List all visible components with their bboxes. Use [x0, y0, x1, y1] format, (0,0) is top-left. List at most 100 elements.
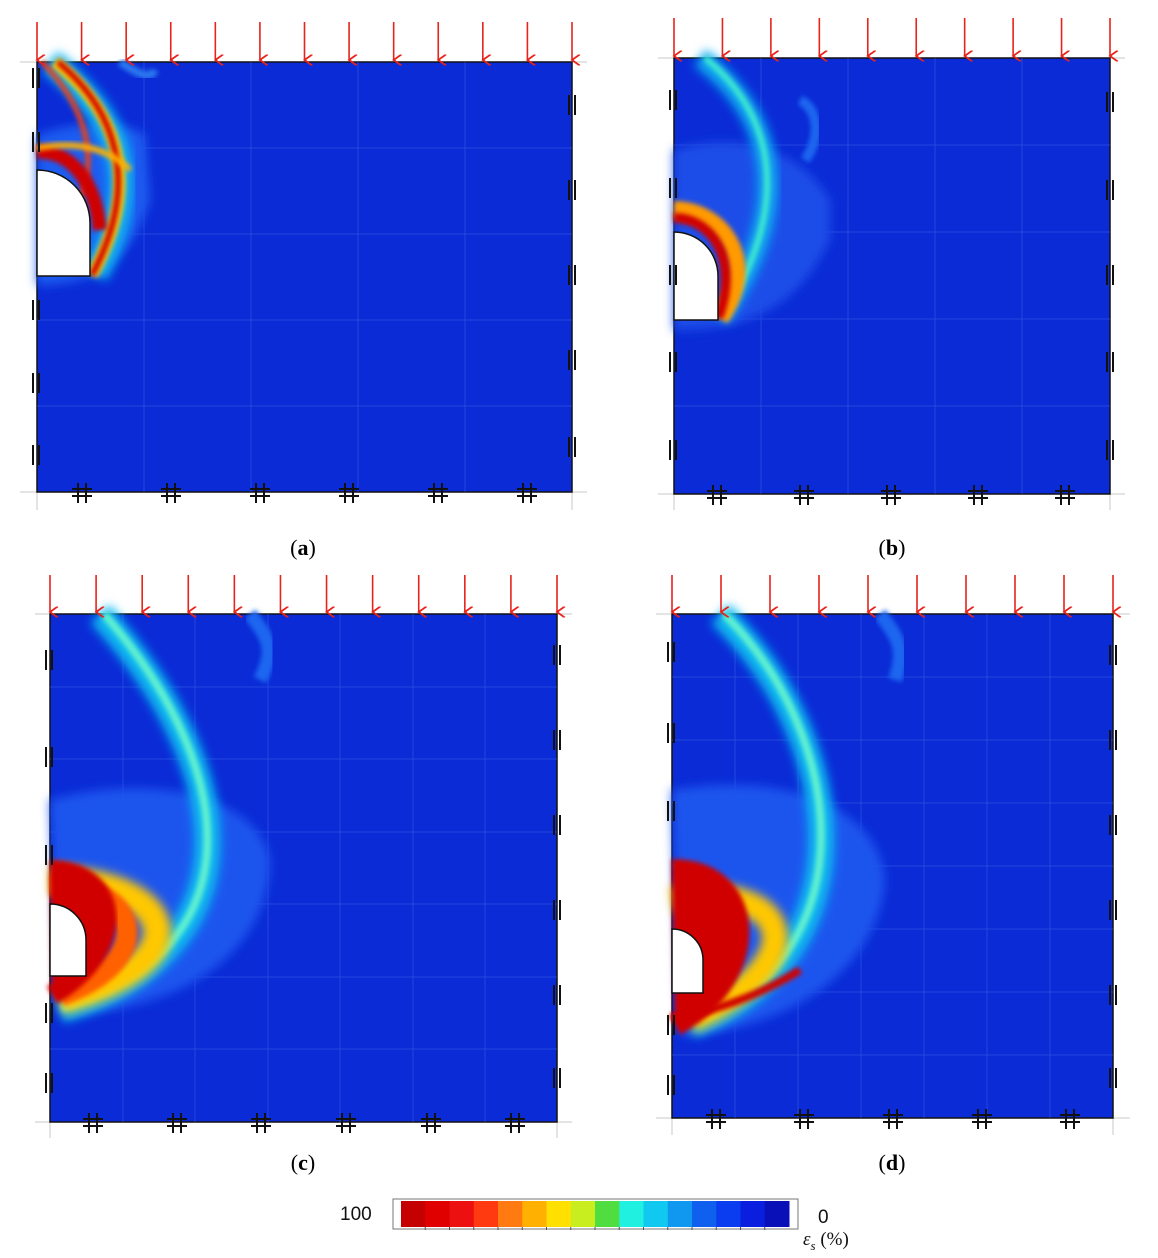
roller-support	[568, 95, 576, 115]
pin-support	[968, 485, 988, 505]
pin-support	[339, 483, 359, 503]
colorbar-swatch	[449, 1201, 475, 1227]
roller-support	[45, 1003, 53, 1023]
colorbar-max-label: 100	[340, 1204, 372, 1225]
panel-a-tunnel	[36, 169, 91, 277]
roller-support	[45, 747, 53, 767]
colorbar-swatch	[546, 1201, 572, 1227]
pin-support	[794, 1109, 814, 1129]
roller-support	[667, 1015, 675, 1035]
colorbar-swatch	[498, 1201, 523, 1227]
panel-a-bottom-supports	[72, 483, 537, 503]
roller-support	[669, 352, 677, 372]
colorbar-swatch	[764, 1201, 790, 1227]
roller-support	[32, 445, 40, 465]
colorbar-swatch	[716, 1201, 741, 1227]
panel-b-tunnel	[673, 231, 719, 321]
roller-support	[669, 90, 677, 110]
colorbar	[392, 1198, 799, 1230]
roller-support	[45, 845, 53, 865]
colorbar-swatch	[643, 1201, 669, 1227]
pin-support	[250, 483, 270, 503]
colorbar-min-label: 0	[818, 1207, 829, 1228]
roller-support	[1109, 730, 1117, 750]
roller-support	[667, 642, 675, 662]
pin-support	[881, 485, 901, 505]
panel-d	[656, 575, 1130, 1135]
colorbar-swatch	[522, 1201, 547, 1227]
roller-support	[553, 1068, 561, 1088]
panel-c-bottom-supports	[83, 1113, 525, 1133]
roller-support	[553, 900, 561, 920]
roller-support	[553, 815, 561, 835]
roller-support	[568, 350, 576, 370]
panel-b-bottom-supports	[707, 485, 1075, 505]
roller-support	[1106, 440, 1114, 460]
pin-support	[83, 1113, 103, 1133]
roller-support	[667, 1075, 675, 1095]
pin-support	[707, 485, 727, 505]
pin-support	[161, 483, 181, 503]
colorbar-swatch	[473, 1201, 499, 1227]
pin-support	[706, 1109, 726, 1129]
colorbar-unit-label: εs (%)	[803, 1229, 849, 1253]
roller-support	[45, 1073, 53, 1093]
colorbar-swatch	[667, 1201, 693, 1227]
roller-support	[568, 437, 576, 457]
roller-support	[1106, 352, 1114, 372]
roller-support	[32, 300, 40, 320]
panel-c-caption: (c)	[290, 1150, 316, 1175]
panel-a	[20, 22, 587, 510]
pin-support	[1060, 1109, 1080, 1129]
pin-support	[336, 1113, 356, 1133]
panel-a-side-supports	[32, 68, 576, 465]
roller-support	[1109, 815, 1117, 835]
roller-support	[32, 373, 40, 393]
pin-support	[251, 1113, 271, 1133]
roller-support	[32, 68, 40, 88]
roller-support	[553, 985, 561, 1005]
panel-b-side-supports	[669, 90, 1114, 460]
pin-support	[421, 1113, 441, 1133]
pin-support	[428, 483, 448, 503]
pin-support	[794, 485, 814, 505]
pin-support	[72, 483, 92, 503]
pin-support	[517, 483, 537, 503]
pin-support	[167, 1113, 187, 1133]
roller-support	[32, 132, 40, 152]
roller-support	[553, 730, 561, 750]
panel-a-caption: (a)	[290, 535, 316, 560]
roller-support	[1106, 180, 1114, 200]
colorbar-swatch	[401, 1201, 426, 1227]
colorbar-swatch	[595, 1201, 620, 1227]
roller-support	[553, 645, 561, 665]
colorbar-swatch	[570, 1201, 596, 1227]
roller-support	[669, 178, 677, 198]
colorbar-swatch	[692, 1201, 717, 1227]
pin-support	[972, 1109, 992, 1129]
roller-support	[568, 265, 576, 285]
pin-support	[1055, 485, 1075, 505]
colorbar-swatches	[401, 1201, 790, 1230]
panel-d-bottom-supports	[706, 1109, 1080, 1129]
panel-d-load-arrows	[672, 575, 1113, 612]
panel-c-side-supports	[45, 645, 561, 1093]
colorbar-swatch	[425, 1201, 450, 1227]
panel-d-shear-band	[669, 604, 907, 1038]
pin-support	[883, 1109, 903, 1129]
pin-support	[505, 1113, 525, 1133]
roller-support	[667, 801, 675, 821]
roller-support	[568, 180, 576, 200]
panel-c-load-arrows	[50, 575, 557, 612]
panel-b-caption: (b)	[878, 535, 906, 560]
colorbar-swatch	[740, 1201, 766, 1227]
panel-d-caption: (d)	[878, 1150, 906, 1175]
panel-c-tunnel	[49, 903, 87, 977]
roller-support	[667, 723, 675, 743]
panel-d-tunnel	[671, 928, 704, 994]
roller-support	[1109, 985, 1117, 1005]
panel-a-load-arrows	[37, 22, 572, 60]
roller-support	[669, 440, 677, 460]
roller-support	[1109, 645, 1117, 665]
